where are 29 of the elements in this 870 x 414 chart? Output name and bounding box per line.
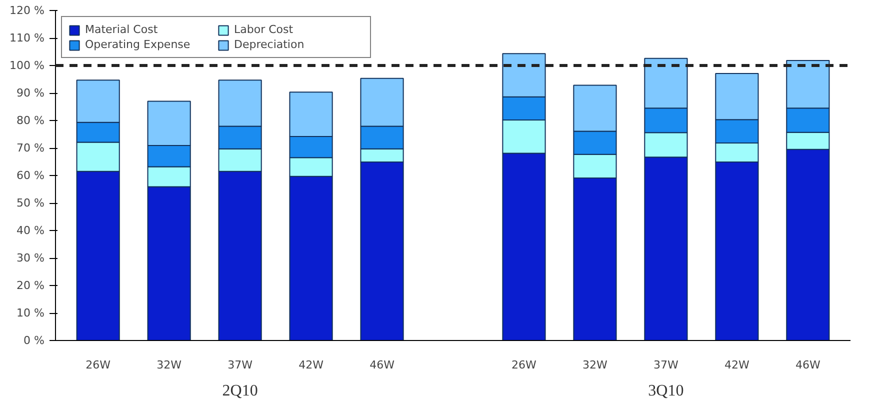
y-tick-label: 80 %	[16, 114, 45, 127]
x-tick-label: 42W	[724, 358, 750, 372]
x-tick-label: 26W	[86, 358, 111, 372]
x-tick-label: 46W	[795, 358, 820, 372]
y-tick-label: 10 %	[16, 306, 45, 320]
y-tick-label: 90 %	[16, 86, 45, 100]
text: 2Q10	[222, 382, 258, 400]
x-tick-label: 32W	[582, 358, 608, 372]
y-tick-label: 60 %	[16, 169, 45, 182]
x-tick-label: 32W	[156, 358, 182, 372]
legend-label: Material Cost	[85, 23, 159, 36]
legend-label: Operating Expense	[85, 38, 192, 51]
y-tick-label: 40 %	[16, 224, 45, 237]
y-tick-label: 20 %	[16, 279, 45, 292]
y-tick-label: 50 %	[16, 196, 45, 210]
y-tick-label: 120 %	[10, 4, 45, 17]
legend-label: Depreciation	[234, 38, 306, 51]
x-tick-label: 42W	[298, 358, 324, 372]
legend-label: Labor Cost	[234, 23, 294, 36]
y-tick-label: 100 %	[10, 59, 45, 72]
x-tick-label: 46W	[370, 358, 395, 372]
y-tick-label: 30 %	[16, 252, 45, 264]
text: 3Q10	[648, 382, 684, 400]
y-tick-label: 70 %	[16, 142, 45, 154]
x-tick-label: 26W	[512, 358, 537, 372]
y-tick-label: 0 %	[24, 334, 45, 347]
y-tick-label: 110 %	[10, 32, 45, 44]
x-tick-label: 37W	[228, 358, 253, 372]
x-tick-label: 37W	[654, 358, 679, 372]
